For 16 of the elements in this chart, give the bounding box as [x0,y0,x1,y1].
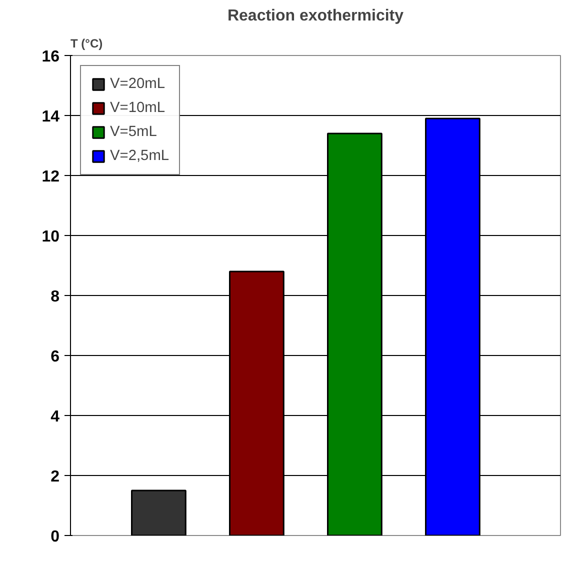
legend-label: V=2,5mL [110,148,170,164]
bar [131,490,186,536]
legend-label: V=5mL [110,124,157,140]
y-tick-label: 0 [50,528,60,546]
chart-title: Reaction exothermicity [227,8,404,24]
y-tick-label: 12 [42,168,60,186]
legend-label: V=20mL [110,76,165,92]
y-tick-label: 2 [50,468,60,486]
y-tick-label: 10 [42,228,60,246]
y-tick-label: 4 [50,408,60,426]
legend-label: V=10mL [110,100,165,116]
y-tick-label: 8 [50,288,60,306]
y-tick-label: 6 [50,348,60,366]
y-tick-label: 16 [42,48,60,66]
y-tick-label: 14 [42,108,60,126]
y-axis-title: T (°C) [70,36,103,50]
